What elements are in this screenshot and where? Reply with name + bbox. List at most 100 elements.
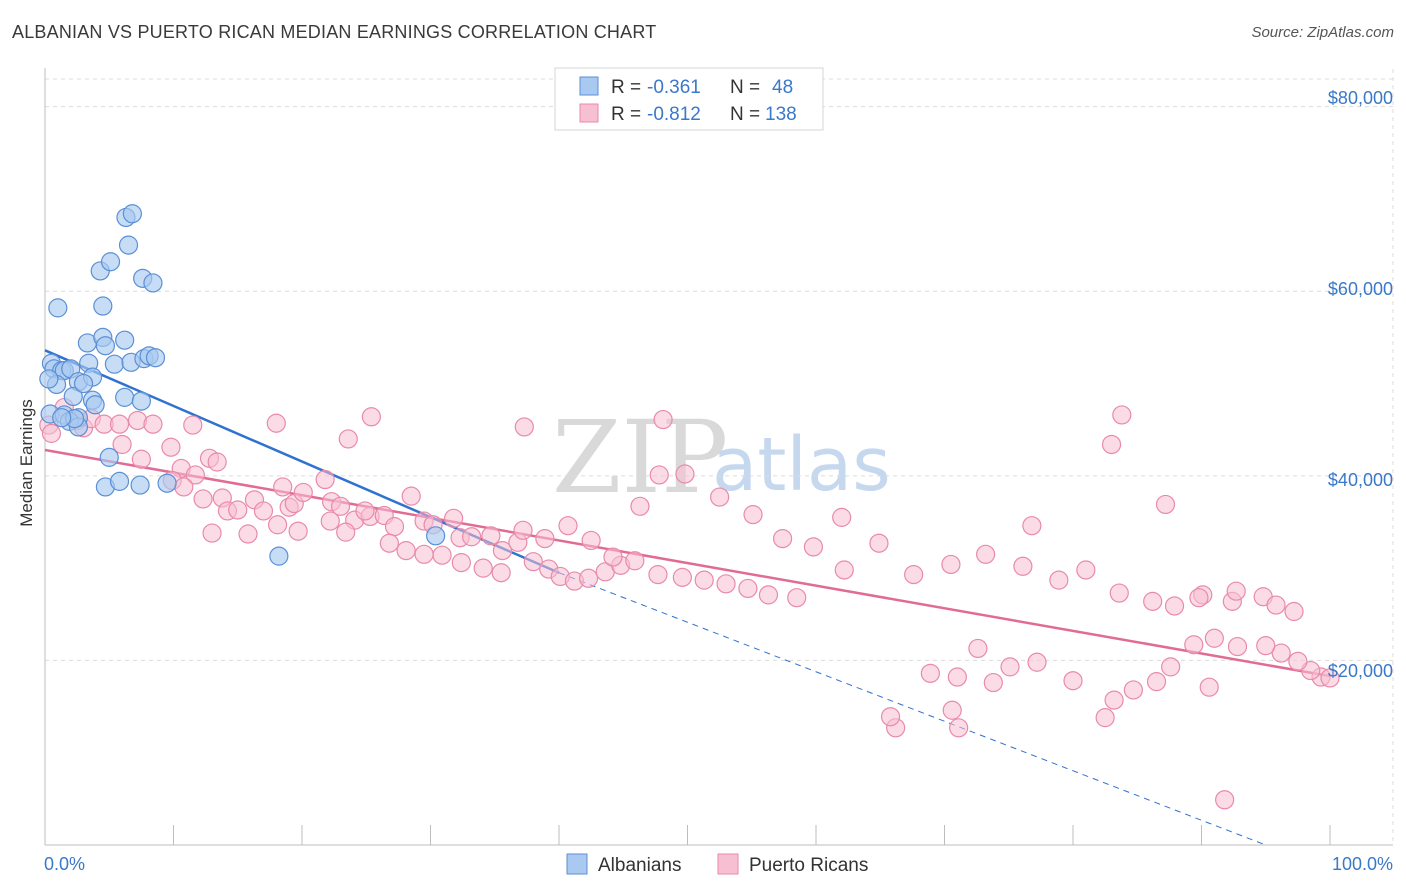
y-tick-label-40000: $40,000 xyxy=(1328,470,1393,490)
albanian-point xyxy=(426,526,446,546)
albanian-point xyxy=(48,298,68,318)
albanian-point xyxy=(118,235,139,255)
puerto-rican-point xyxy=(451,552,471,573)
albanian-point xyxy=(85,395,105,415)
legend-r-label-albanians: R = xyxy=(611,77,641,98)
puerto-rican-point xyxy=(1226,581,1246,601)
albanian-point xyxy=(109,471,130,491)
trend-line-albanians-extrapolated xyxy=(558,572,1266,846)
puerto-rican-point xyxy=(432,545,452,565)
puerto-rican-point xyxy=(968,638,988,659)
bottom-legend-swatch-puerto-ricans xyxy=(717,853,739,875)
puerto-rican-point xyxy=(904,564,924,585)
puerto-rican-point xyxy=(1022,516,1042,536)
bottom-legend-swatch-albanians xyxy=(566,853,588,875)
albanian-point xyxy=(131,391,151,411)
puerto-rican-point xyxy=(336,522,356,542)
puerto-rican-point xyxy=(1013,556,1033,576)
legend-n-value-puerto-ricans: 138 xyxy=(765,104,797,125)
puerto-rican-point xyxy=(1063,671,1083,691)
puerto-rican-point xyxy=(716,574,736,594)
legend-n-label-albanians: N = xyxy=(730,77,760,98)
albanian-point xyxy=(104,354,124,374)
puerto-rican-point xyxy=(513,520,533,540)
puerto-rican-point xyxy=(1284,601,1304,622)
puerto-rican-point xyxy=(648,564,668,585)
series-legend: Albanians Puerto Ricans xyxy=(566,853,868,876)
albanian-point xyxy=(93,296,113,316)
puerto-rican-point xyxy=(330,496,351,516)
puerto-rican-point xyxy=(320,511,340,531)
y-tick-label-80000: $80,000 xyxy=(1328,88,1393,108)
puerto-rican-point xyxy=(193,489,213,509)
puerto-rican-point xyxy=(581,530,601,551)
puerto-rican-point xyxy=(1146,672,1167,692)
puerto-rican-point xyxy=(1184,635,1204,655)
albanian-point xyxy=(99,447,119,467)
legend-r-value-albanians: -0.361 xyxy=(647,77,701,98)
legend-n-label-puerto-ricans: N = xyxy=(730,104,760,125)
puerto-rican-point xyxy=(649,465,669,485)
puerto-rican-point xyxy=(514,417,534,437)
puerto-rican-point xyxy=(185,465,205,485)
puerto-rican-point xyxy=(462,527,482,547)
puerto-rican-point xyxy=(1204,628,1224,648)
puerto-rican-point xyxy=(109,414,130,434)
legend-box xyxy=(554,67,824,131)
puerto-rican-point xyxy=(772,528,793,549)
legend-swatch-albanians xyxy=(579,76,599,96)
puerto-rican-point xyxy=(1076,560,1096,580)
puerto-rican-point xyxy=(1266,595,1286,615)
watermark-zip: ZIP xyxy=(552,399,728,516)
puerto-rican-point xyxy=(738,578,758,599)
puerto-rican-point xyxy=(338,429,358,449)
puerto-rican-point xyxy=(603,547,623,567)
puerto-rican-point xyxy=(41,423,62,443)
puerto-rican-point xyxy=(1049,570,1069,590)
puerto-rican-point xyxy=(653,409,673,430)
puerto-rican-point xyxy=(578,568,599,588)
puerto-rican-point xyxy=(920,663,940,683)
source-label: Source: ZipAtlas.com xyxy=(1251,24,1394,41)
albanian-points xyxy=(39,204,446,566)
x-tick-label-100: 100.0% xyxy=(1332,854,1393,874)
puerto-rican-point xyxy=(288,521,308,541)
puerto-rican-point xyxy=(1112,405,1132,425)
puerto-rican-point xyxy=(266,413,286,433)
puerto-rican-point xyxy=(1000,657,1020,677)
puerto-rican-point xyxy=(558,516,578,536)
albanian-point xyxy=(145,348,166,368)
puerto-rican-point xyxy=(672,567,692,587)
puerto-rican-point xyxy=(253,501,274,521)
puerto-rican-point xyxy=(112,434,132,455)
puerto-rican-point xyxy=(1104,690,1124,710)
axes xyxy=(44,68,1393,846)
puerto-rican-point xyxy=(481,526,501,546)
puerto-rican-point xyxy=(1271,643,1291,663)
puerto-rican-points xyxy=(39,397,1340,810)
puerto-rican-point xyxy=(803,537,824,557)
puerto-rican-point xyxy=(880,707,901,727)
puerto-rican-point xyxy=(131,449,151,469)
puerto-rican-point xyxy=(1109,583,1129,603)
puerto-rican-point xyxy=(630,496,650,516)
puerto-rican-point xyxy=(396,540,416,561)
albanian-point xyxy=(95,336,115,356)
puerto-rican-point xyxy=(315,469,335,490)
puerto-rican-point xyxy=(273,477,293,497)
albanian-point xyxy=(157,473,177,493)
puerto-rican-point xyxy=(228,500,248,520)
y-axis-title: Median Earnings xyxy=(17,399,36,527)
puerto-rican-point xyxy=(1095,708,1115,728)
trend-line-puerto-ricans xyxy=(44,448,1331,678)
puerto-rican-point xyxy=(787,588,807,608)
puerto-rican-point xyxy=(414,544,434,564)
puerto-rican-point xyxy=(1101,434,1122,455)
puerto-rican-point xyxy=(1227,636,1248,657)
x-tick-label-0: 0.0% xyxy=(44,854,85,874)
y-tick-label-20000: $20,000 xyxy=(1328,661,1393,681)
chart-title: ALBANIAN VS PUERTO RICAN MEDIAN EARNINGS… xyxy=(12,22,657,42)
puerto-rican-point xyxy=(949,718,969,738)
puerto-rican-point xyxy=(535,528,555,549)
